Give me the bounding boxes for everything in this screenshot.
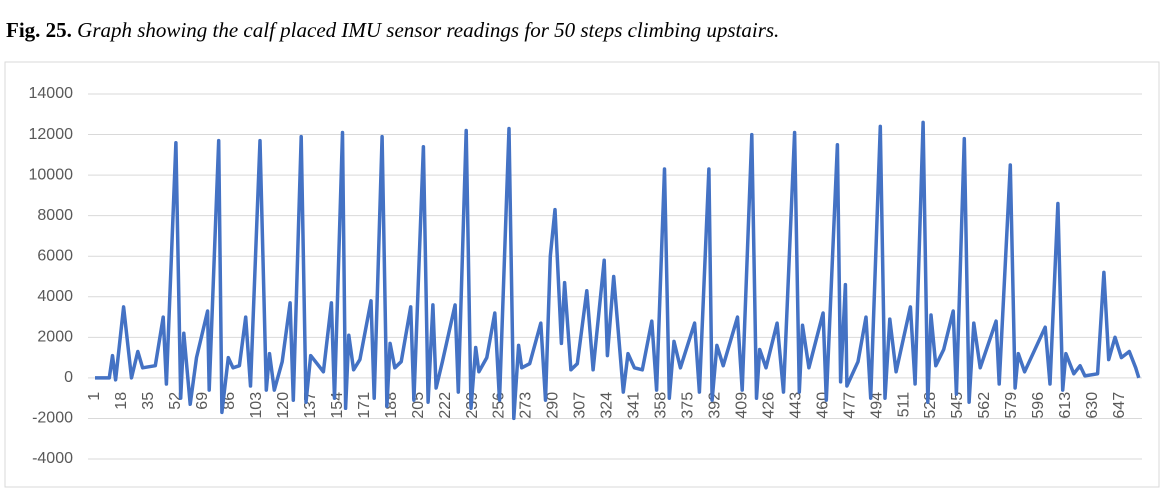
x-tick-label: 528 [922, 392, 939, 419]
x-tick-label: 460 [814, 392, 831, 419]
x-tick-label: 18 [113, 392, 130, 410]
x-tick-label: 426 [760, 392, 777, 419]
x-tick-label: 154 [329, 392, 346, 419]
x-tick-label: 477 [841, 392, 858, 419]
x-tick-label: 341 [626, 392, 643, 419]
y-tick-label: 10000 [29, 166, 74, 183]
x-tick-label: 511 [895, 392, 912, 418]
x-tick-label: 171 [356, 392, 373, 419]
x-tick-label: 120 [275, 392, 292, 419]
x-tick-label: 494 [868, 392, 885, 419]
data-line [95, 120, 1141, 421]
x-tick-label: 630 [1084, 392, 1101, 419]
x-tick-label: 69 [194, 392, 211, 410]
x-tick-label: 358 [653, 392, 670, 419]
x-tick-label: 579 [1003, 392, 1020, 419]
x-tick-label: 273 [518, 392, 535, 419]
caption: Fig. 25. Graph showing the calf placed I… [6, 18, 779, 43]
chart-border [4, 61, 1160, 488]
x-tick-label: 409 [733, 392, 750, 419]
caption-label: Fig. 25. [6, 18, 72, 42]
y-tick-label: 6000 [37, 247, 73, 264]
x-tick-label: 1 [86, 392, 103, 401]
x-tick-label: 35 [140, 392, 157, 410]
x-tick-label: 443 [787, 392, 804, 419]
x-tick-label: 103 [248, 392, 265, 419]
x-tick-label: 290 [545, 392, 562, 419]
y-tick-label: 4000 [37, 288, 73, 305]
x-tick-label: 647 [1111, 392, 1128, 419]
x-tick-label: 392 [706, 392, 723, 419]
x-tick-label: 596 [1030, 392, 1047, 419]
x-tick-label: 256 [491, 392, 508, 419]
y-tick-label: 0 [64, 369, 73, 386]
x-tick-label: 307 [572, 392, 589, 419]
y-tick-label: 8000 [37, 207, 73, 224]
y-tick-label: 14000 [29, 85, 74, 102]
x-tick-label: 562 [976, 392, 993, 419]
y-tick-label: 2000 [37, 329, 73, 346]
x-tick-label: 222 [437, 392, 454, 419]
y-tick-label: -2000 [32, 410, 73, 427]
caption-text: Graph showing the calf placed IMU sensor… [77, 18, 780, 42]
y-tick-label: -4000 [32, 450, 73, 467]
y-tick-label: 12000 [29, 126, 74, 143]
x-tick-label: 375 [680, 392, 697, 419]
x-tick-label: 324 [599, 392, 616, 419]
x-tick-label: 613 [1057, 392, 1074, 419]
x-tick-label: 545 [949, 392, 966, 419]
